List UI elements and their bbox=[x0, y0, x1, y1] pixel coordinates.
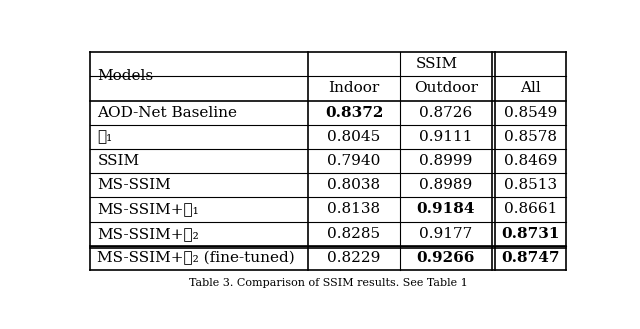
Text: 0.8989: 0.8989 bbox=[419, 178, 472, 192]
Text: MS-SSIM+ℓ₂: MS-SSIM+ℓ₂ bbox=[97, 227, 199, 241]
Text: 0.8999: 0.8999 bbox=[419, 154, 472, 168]
Text: 0.8661: 0.8661 bbox=[504, 202, 557, 216]
Text: 0.9177: 0.9177 bbox=[419, 227, 472, 241]
Text: 0.8372: 0.8372 bbox=[325, 106, 383, 120]
Text: 0.8726: 0.8726 bbox=[419, 106, 472, 120]
Text: 0.8731: 0.8731 bbox=[501, 227, 559, 241]
Text: 0.8045: 0.8045 bbox=[328, 130, 381, 144]
Text: MS-SSIM+ℓ₂ (fine-tuned): MS-SSIM+ℓ₂ (fine-tuned) bbox=[97, 251, 295, 265]
Text: 0.8285: 0.8285 bbox=[328, 227, 381, 241]
Text: 0.7940: 0.7940 bbox=[327, 154, 381, 168]
Text: 0.9184: 0.9184 bbox=[417, 202, 475, 216]
Text: 0.8138: 0.8138 bbox=[328, 202, 381, 216]
Text: All: All bbox=[520, 82, 541, 95]
Text: 0.8469: 0.8469 bbox=[504, 154, 557, 168]
Text: Outdoor: Outdoor bbox=[414, 82, 478, 95]
Text: 0.8513: 0.8513 bbox=[504, 178, 557, 192]
Text: SSIM: SSIM bbox=[97, 154, 140, 168]
Text: 0.8747: 0.8747 bbox=[501, 251, 559, 265]
Text: MS-SSIM: MS-SSIM bbox=[97, 178, 171, 192]
Text: MS-SSIM+ℓ₁: MS-SSIM+ℓ₁ bbox=[97, 202, 199, 216]
Text: 0.8229: 0.8229 bbox=[327, 251, 381, 265]
Text: 0.9111: 0.9111 bbox=[419, 130, 472, 144]
Text: 0.8038: 0.8038 bbox=[328, 178, 381, 192]
Text: ℓ₁: ℓ₁ bbox=[97, 130, 113, 144]
Text: 0.9266: 0.9266 bbox=[417, 251, 475, 265]
Text: SSIM: SSIM bbox=[416, 57, 458, 71]
Text: Table 3. Comparison of SSIM results. See Table 1: Table 3. Comparison of SSIM results. See… bbox=[189, 278, 467, 288]
Text: 0.8578: 0.8578 bbox=[504, 130, 557, 144]
Text: Indoor: Indoor bbox=[328, 82, 380, 95]
Text: AOD-Net Baseline: AOD-Net Baseline bbox=[97, 106, 237, 120]
Text: 0.8549: 0.8549 bbox=[504, 106, 557, 120]
Text: Models: Models bbox=[97, 69, 154, 83]
